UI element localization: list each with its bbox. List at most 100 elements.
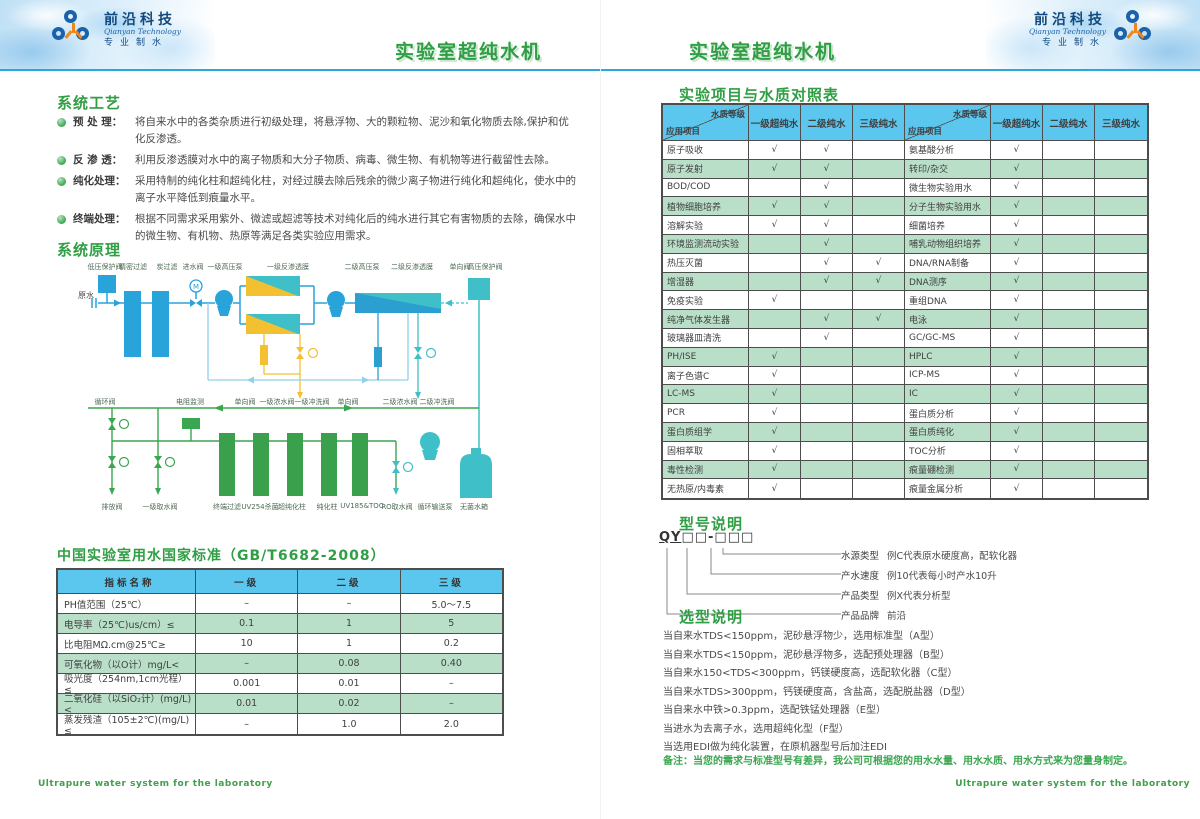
- application-cell: LC-MS: [663, 385, 749, 405]
- table-row: 比电阻MΩ.cm@25℃≥ 10 1 0.2: [58, 634, 502, 654]
- table-row: 环境监测流动实验 √ 哺乳动物组织培养 √: [663, 234, 1147, 254]
- application-cell: 固相萃取: [663, 441, 749, 461]
- header-cell: 指标名称: [58, 570, 196, 594]
- corner-label-grade: 水质等级: [952, 110, 987, 120]
- header-cell: 二级: [298, 570, 401, 594]
- page-left-header: 前沿科技 Qianyan Technology 专业制水 实验室超纯水机: [0, 0, 600, 71]
- check-cell: √: [801, 216, 853, 235]
- brand-name-en: Qianyan Technology: [1029, 27, 1106, 37]
- diagram-label-bottom: 无菌水箱: [460, 503, 488, 511]
- model-item-label: 产品类型: [841, 591, 880, 602]
- check-cell: [853, 347, 905, 367]
- logo-text: 前沿科技 Qianyan Technology 专业制水: [1029, 12, 1106, 48]
- table-row: 可氧化物（以O计）mg/L< –0.08 0.40: [58, 654, 502, 674]
- application-cell: DNA/RNA制备: [905, 253, 991, 273]
- value-cell: 5.0～7.5: [400, 594, 502, 614]
- value-cell: 0.02: [298, 694, 401, 714]
- check-cell: [749, 178, 801, 198]
- selection-line: 当自来水中铁>0.3ppm，选配铁锰处理器（E型）: [663, 705, 887, 716]
- value-cell: 5: [400, 614, 502, 634]
- value-cell: 2.0: [443, 718, 459, 730]
- check-cell: [801, 441, 853, 461]
- diagram-label-mid: 循环阀: [94, 398, 116, 406]
- check-cell: [1095, 273, 1147, 292]
- model-item-desc: 前沿: [887, 611, 907, 622]
- application-cell: 增湿器: [663, 272, 749, 292]
- check-cell: [1095, 179, 1147, 198]
- check-cell: [1095, 310, 1147, 329]
- table-row: 原子吸收 √ √ 氨基酸分析 √: [663, 141, 1147, 160]
- application-cell: GC/GC-MS: [905, 328, 991, 348]
- application-cell: 细菌培养: [905, 216, 991, 235]
- table-row: 无热原/内毒素 √ 痕量金属分析 √: [663, 479, 1147, 499]
- check-cell: √: [991, 479, 1043, 499]
- check-cell: √: [991, 385, 1043, 405]
- diagram-label-top: 一级高压泵: [207, 263, 243, 271]
- model-item-desc: 例C代表原水硬度高，配软化器: [887, 551, 1018, 562]
- diagram-label-mid: 一级冲洗阀: [294, 398, 330, 406]
- check-cell: √: [749, 216, 801, 235]
- check-cell: √: [991, 178, 1043, 198]
- check-cell: √: [749, 479, 801, 499]
- diagram-source-label: 原水: [78, 291, 94, 300]
- indicator-cell: PH值范围（25℃）: [58, 594, 196, 614]
- application-cell: BOD/COD: [663, 178, 749, 198]
- diagram-label-bottom: UV185&TOC: [340, 502, 384, 510]
- check-cell: √: [749, 441, 801, 461]
- table-row: LC-MS √ IC √: [663, 385, 1147, 405]
- check-cell: [853, 216, 905, 235]
- process-list: 预 处 理： 将自来水中的各类杂质进行初级处理，将悬浮物、大的颗粒物、泥沙和氧化物…: [57, 114, 577, 249]
- value-cell: 1.0: [298, 714, 401, 734]
- diagram-label-bottom: 纯化柱: [316, 503, 338, 511]
- application-cell: 微生物实验用水: [905, 178, 991, 198]
- check-cell: [1095, 385, 1147, 405]
- table-row: 二氧化硅（以SiO₂计）(mg/L) <0.01 0.02–: [58, 694, 502, 716]
- process-desc: 根据不同需求采用紫外、微滤或超滤等技术对纯化后的纯水进行其它有害物质的去除，确保…: [135, 213, 576, 242]
- check-cell: √: [801, 328, 853, 348]
- indicator-cell: 可氧化物（以O计）mg/L<: [58, 654, 196, 674]
- application-cell: 原子吸收: [663, 141, 749, 160]
- check-cell: √: [991, 347, 1043, 367]
- check-cell: [1043, 141, 1095, 160]
- process-term: 终端处理：: [73, 213, 126, 225]
- application-cell: 纯净气体发生器: [663, 310, 749, 329]
- check-cell: [1043, 479, 1095, 499]
- application-cell: 植物细胞培养: [663, 197, 749, 217]
- value-cell: 0.001: [196, 674, 299, 694]
- check-cell: [853, 385, 905, 405]
- process-term: 预 处 理：: [73, 116, 123, 128]
- check-cell: [749, 272, 801, 292]
- value-cell: –: [298, 594, 401, 614]
- grade-header-cell: 二级纯水: [801, 105, 853, 141]
- process-item: 终端处理： 根据不同需求采用紫外、微滤或超滤等技术对纯化后的纯水进行其它有害物质的…: [57, 211, 577, 245]
- model-item-label: 产水速度: [841, 571, 880, 582]
- grade-header-cell: 一级超纯水: [749, 105, 801, 141]
- check-cell: √: [991, 310, 1043, 329]
- table-row: 原子发射 √ √ 转印/杂交 √: [663, 159, 1147, 179]
- check-cell: √: [853, 253, 905, 273]
- check-cell: √: [991, 141, 1043, 160]
- check-cell: [853, 197, 905, 217]
- diagram-label-top: 单向阀: [449, 263, 471, 271]
- application-cell: 痕量金属分析: [905, 479, 991, 499]
- application-cell: 痕量硼检测: [905, 460, 991, 480]
- model-pattern: QY□□-□□□: [659, 530, 754, 545]
- standard-table-header-row: 指标名称 一级 二级 三级: [58, 570, 502, 594]
- table-row: 玻璃器皿清洗 √ GC/GC-MS √: [663, 328, 1147, 348]
- selection-list: 当自来水TDS<150ppm，泥砂悬浮物少，选用标准型（A型） 当自来水TDS<1…: [663, 628, 1173, 758]
- application-cell: 电泳: [905, 310, 991, 329]
- check-cell: [1043, 460, 1095, 480]
- check-cell: [853, 234, 905, 254]
- check-cell: √: [749, 291, 801, 311]
- application-cell: 重组DNA: [905, 291, 991, 311]
- table-row: BOD/COD √ 微生物实验用水 √: [663, 178, 1147, 198]
- diagram-label-top: 高压保护阀: [467, 263, 503, 271]
- check-cell: [1095, 461, 1147, 480]
- table-row: PH/ISE √ HPLC √: [663, 347, 1147, 367]
- check-cell: √: [991, 404, 1043, 423]
- diagram-label-top: 二级高压泵: [344, 263, 380, 271]
- check-cell: [749, 253, 801, 273]
- process-item: 纯化处理： 采用特制的纯化柱和超纯化柱，对经过膜去除后残余的微少离子物进行纯化和超…: [57, 173, 577, 207]
- selection-note: 备注：当您的需求与标准型号有差异，我公司可根据您的用水水量、用水水质、用水方式来…: [663, 756, 1133, 767]
- check-cell: [1095, 197, 1147, 217]
